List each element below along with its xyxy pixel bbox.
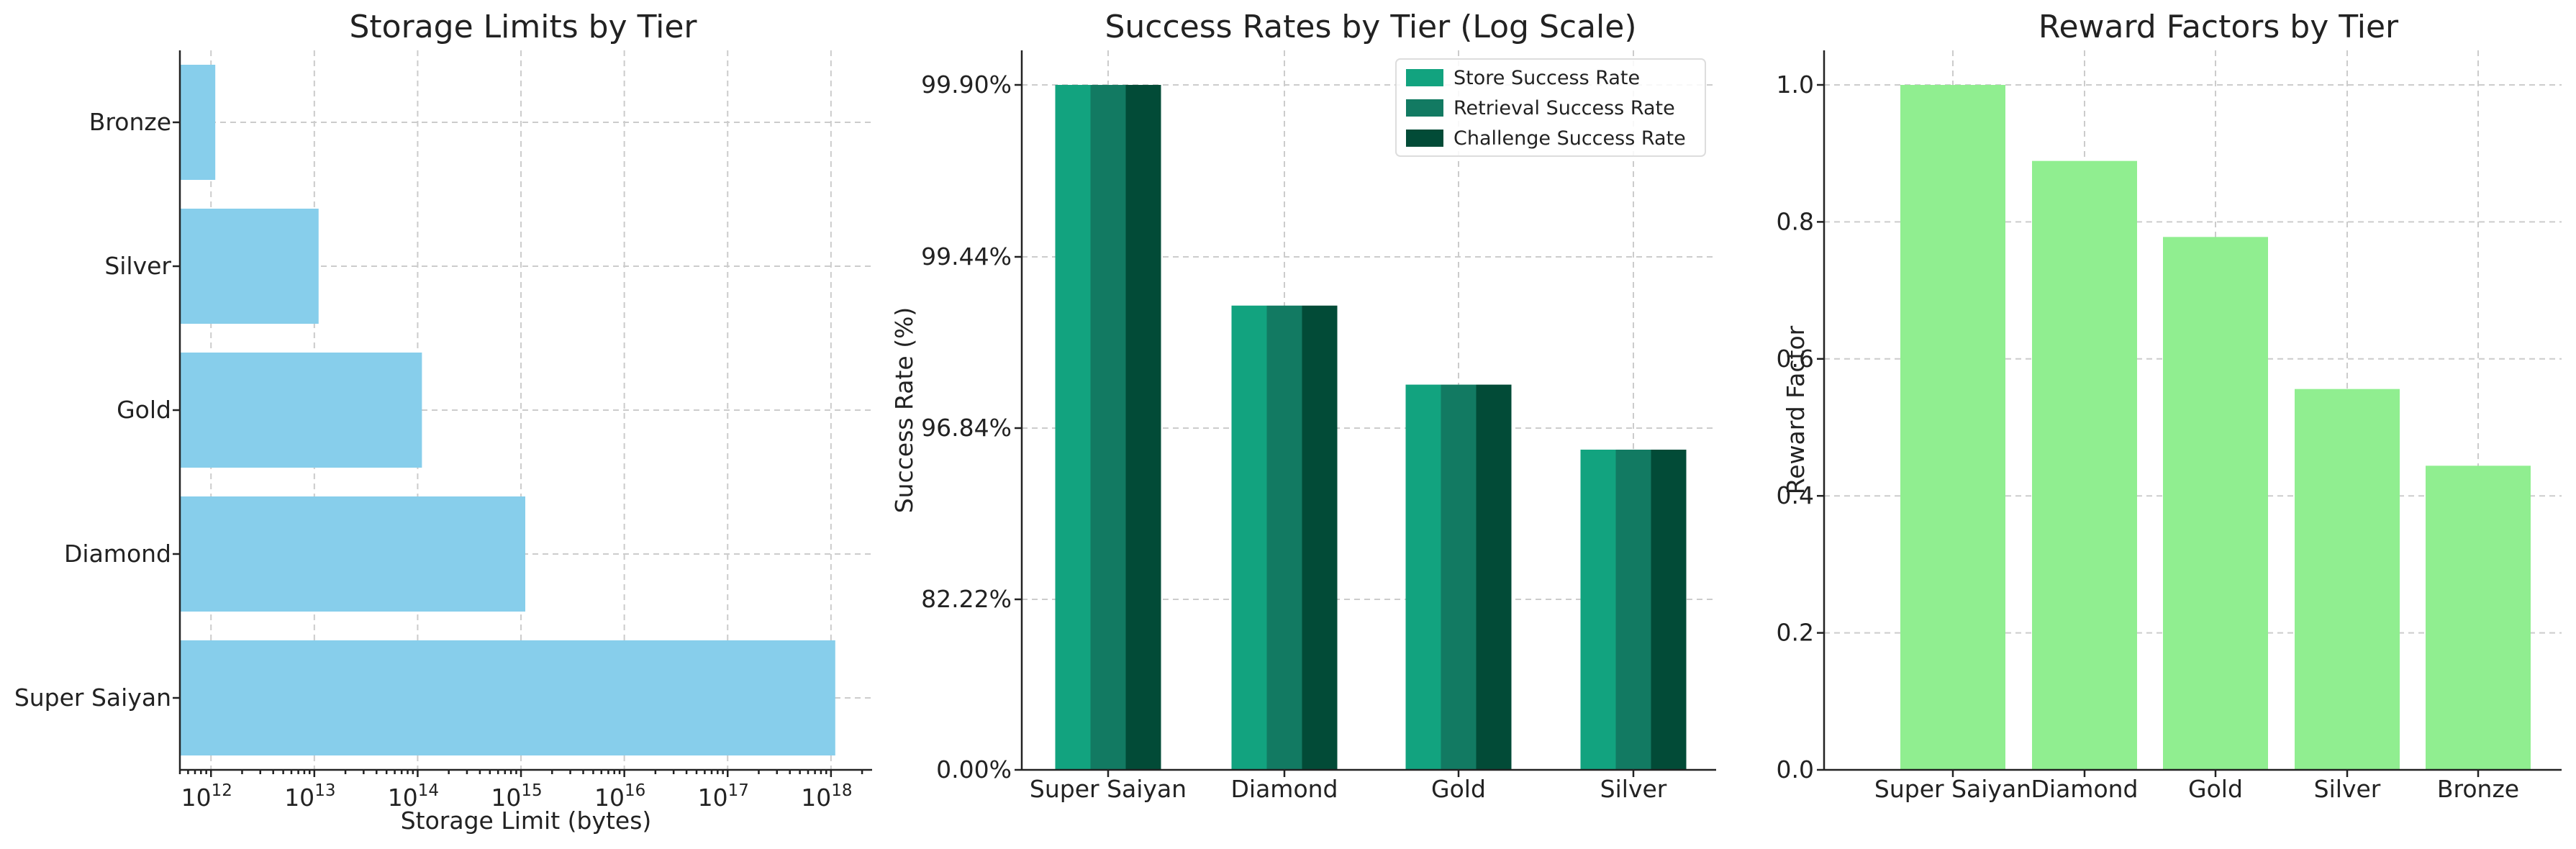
storage-chart-bars — [180, 65, 835, 755]
storage-y-tick-label: Bronze — [89, 108, 171, 136]
storage-x-tick-exponent: 14 — [418, 781, 439, 800]
storage-bar-super-saiyan — [180, 640, 835, 755]
success-chart-legend: Store Success Rate Retrieval Success Rate… — [1395, 58, 1706, 157]
reward-bar-silver — [2295, 389, 2400, 770]
reward-bar-diamond — [2032, 160, 2137, 770]
success-bar-super-saiyan-retrieval-success-rate — [1090, 85, 1126, 770]
reward-bar-super-saiyan — [1900, 85, 2005, 770]
storage-x-tick-label: 1012 — [181, 781, 232, 812]
storage-x-tick-exponent: 18 — [831, 781, 852, 800]
success-chart-x-tick-labels: Super Saiyan Diamond Gold Silver — [1030, 770, 1667, 803]
success-legend-label: Store Success Rate — [1453, 67, 1640, 89]
success-chart-title: Success Rates by Tier (Log Scale) — [1105, 9, 1636, 45]
reward-chart-title: Reward Factors by Tier — [2038, 9, 2399, 45]
success-legend-swatch-retrieval-success-rate — [1406, 99, 1443, 117]
success-legend-swatch-challenge-success-rate — [1406, 130, 1443, 147]
success-chart-bars — [1055, 85, 1687, 770]
success-bar-gold-store-success-rate — [1405, 384, 1441, 770]
success-x-tick-label: Diamond — [1231, 775, 1338, 803]
success-chart-y-tick-labels: 0.00% 82.22% 96.84% 99.44% 99.90% — [921, 71, 1022, 784]
success-bar-gold-challenge-success-rate — [1476, 384, 1512, 770]
success-legend-label: Challenge Success Rate — [1453, 127, 1686, 150]
storage-bar-diamond — [180, 496, 525, 612]
reward-y-tick-label: 0.8 — [1777, 207, 1814, 235]
success-bar-silver-store-success-rate — [1580, 449, 1616, 770]
reward-x-tick-label: Super Saiyan — [1874, 775, 2031, 803]
reward-x-tick-label: Diamond — [2031, 775, 2139, 803]
storage-y-tick-label: Diamond — [64, 540, 171, 568]
reward-x-tick-label: Bronze — [2437, 775, 2519, 803]
success-x-tick-label: Silver — [1600, 775, 1667, 803]
storage-x-tick-label: 1013 — [284, 781, 335, 812]
storage-x-tick-exponent: 13 — [314, 781, 335, 800]
storage-x-tick-label: 1017 — [698, 781, 749, 812]
storage-x-tick-exponent: 17 — [728, 781, 749, 800]
storage-y-tick-label: Super Saiyan — [14, 684, 171, 712]
storage-y-tick-label: Gold — [117, 396, 171, 424]
storage-y-tick-label: Silver — [104, 252, 171, 280]
reward-chart-y-tick-labels: 0.0 0.2 0.4 0.6 0.8 1.0 — [1777, 71, 1824, 784]
storage-x-tick-exponent: 12 — [212, 781, 232, 800]
success-y-tick-label: 96.84% — [921, 414, 1012, 442]
success-x-tick-label: Super Saiyan — [1030, 775, 1187, 803]
success-bar-super-saiyan-challenge-success-rate — [1125, 85, 1161, 770]
success-chart-y-axis-label: Success Rate (%) — [890, 307, 918, 514]
reward-chart-y-axis-label: Reward Factor — [1782, 325, 1810, 494]
success-legend-frame — [1395, 58, 1706, 157]
reward-y-tick-label: 0.0 — [1777, 755, 1814, 784]
storage-x-tick-exponent: 15 — [521, 781, 542, 800]
reward-chart-bars — [1900, 85, 2531, 770]
storage-chart-title: Storage Limits by Tier — [350, 9, 698, 45]
reward-factors-chart: Reward Factors by Tier 0.0 0.2 0.4 0.6 0.8 1.… — [1777, 9, 2562, 803]
storage-chart-y-tick-labels: Super Saiyan Diamond Gold Silver Bronze — [14, 108, 180, 712]
reward-x-tick-label: Gold — [2188, 775, 2243, 803]
reward-chart-x-tick-labels: Super Saiyan Diamond Gold Silver Bronze — [1874, 770, 2519, 803]
success-y-tick-label: 0.00% — [936, 755, 1012, 784]
reward-bar-bronze — [2426, 466, 2531, 770]
success-bar-silver-retrieval-success-rate — [1615, 449, 1651, 770]
storage-bar-gold — [180, 353, 422, 468]
reward-bar-gold — [2163, 237, 2268, 770]
success-y-tick-label: 99.44% — [921, 242, 1012, 271]
success-y-tick-label: 82.22% — [921, 585, 1012, 613]
success-legend-label: Retrieval Success Rate — [1453, 97, 1675, 119]
reward-y-tick-label: 1.0 — [1777, 71, 1814, 99]
storage-limits-chart: Storage Limits by Tier Super Saiyan Diamo… — [14, 9, 872, 835]
reward-y-tick-label: 0.2 — [1777, 619, 1814, 647]
storage-bar-silver — [180, 209, 319, 324]
success-bar-gold-retrieval-success-rate — [1441, 384, 1477, 770]
success-bar-super-saiyan-store-success-rate — [1055, 85, 1091, 770]
storage-x-tick-label: 1018 — [801, 781, 852, 812]
reward-y-tick-label: 0.4 — [1777, 481, 1814, 509]
success-legend-swatch-store-success-rate — [1406, 69, 1443, 86]
reward-y-tick-label: 0.6 — [1777, 345, 1814, 373]
storage-chart-x-tick-labels: 1012 1013 1014 1015 1016 1017 1018 — [178, 770, 863, 812]
success-bar-diamond-challenge-success-rate — [1302, 305, 1338, 770]
success-bar-diamond-retrieval-success-rate — [1266, 305, 1302, 770]
success-y-tick-label: 99.90% — [921, 71, 1012, 99]
success-bar-silver-challenge-success-rate — [1651, 449, 1687, 770]
success-x-tick-label: Gold — [1431, 775, 1486, 803]
success-bar-diamond-store-success-rate — [1231, 305, 1267, 770]
success-rates-chart: Success Rates by Tier (Log Scale) 0.00% 8… — [890, 9, 1716, 803]
storage-x-tick-label: 1016 — [594, 781, 645, 812]
reward-x-tick-label: Silver — [2314, 775, 2381, 803]
storage-x-tick-exponent: 16 — [625, 781, 645, 800]
storage-chart-x-axis-label: Storage Limit (bytes) — [401, 807, 652, 835]
storage-bar-bronze — [180, 65, 216, 180]
